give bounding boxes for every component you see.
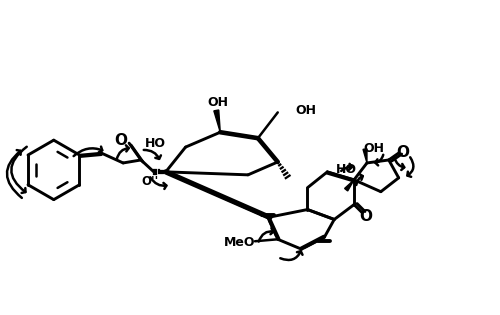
Text: OH: OH: [296, 104, 316, 117]
Polygon shape: [214, 110, 220, 132]
Polygon shape: [344, 180, 354, 191]
Text: HO: HO: [336, 163, 357, 176]
Text: O: O: [360, 209, 372, 224]
Text: OH: OH: [208, 96, 229, 109]
Text: O: O: [396, 145, 409, 160]
Text: MeO: MeO: [224, 236, 255, 249]
Text: OH: OH: [364, 141, 384, 155]
Text: O: O: [114, 133, 128, 148]
Polygon shape: [363, 149, 367, 163]
Text: O'': O'': [142, 175, 158, 188]
Text: HO: HO: [144, 137, 166, 150]
